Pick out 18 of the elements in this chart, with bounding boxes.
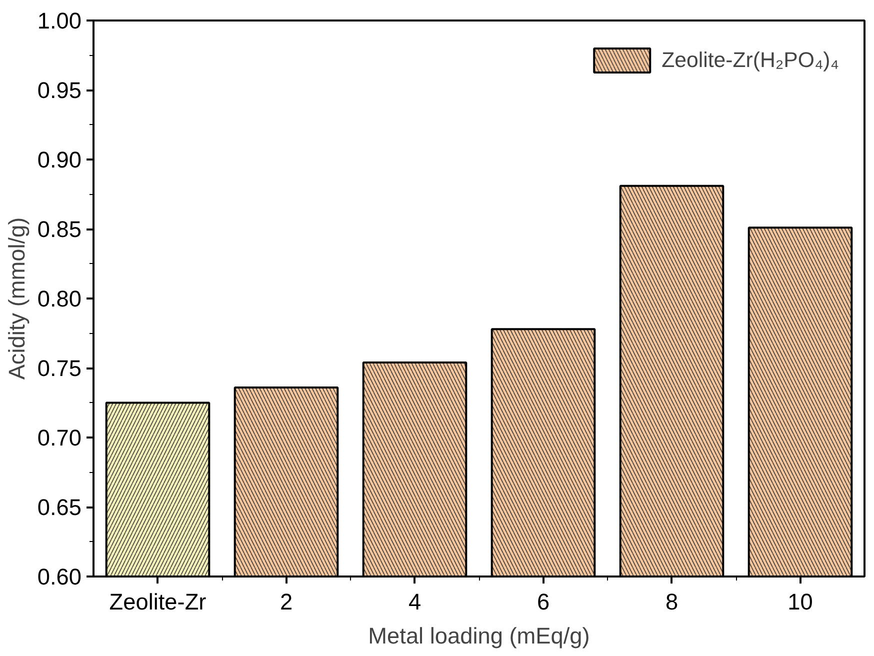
y-tick-label: 0.70 xyxy=(37,424,82,450)
y-tick-label: 0.75 xyxy=(37,355,82,381)
y-tick-label: 0.95 xyxy=(37,77,82,103)
y-tick-label: 0.60 xyxy=(37,564,82,590)
x-tick-label: Zeolite-Zr xyxy=(109,588,207,614)
x-tick-label: 10 xyxy=(788,588,813,614)
y-tick-label: 1.00 xyxy=(37,8,82,34)
y-axis-title: Acidity (mmol/g) xyxy=(3,217,30,380)
legend-label: Zeolite-Zr(H₂PO₄)₄ xyxy=(662,48,839,72)
x-tick-label: 8 xyxy=(665,588,678,614)
y-tick-label: 0.85 xyxy=(37,216,82,242)
y-tick-label: 0.65 xyxy=(37,494,82,520)
x-tick-label: 4 xyxy=(408,588,422,614)
y-tick-label: 0.80 xyxy=(37,286,82,312)
x-axis-title: Metal loading (mEq/g) xyxy=(368,622,590,648)
y-tick-label: 0.90 xyxy=(37,146,82,172)
x-tick-label: 2 xyxy=(280,588,293,614)
x-tick-label: 6 xyxy=(536,588,550,614)
